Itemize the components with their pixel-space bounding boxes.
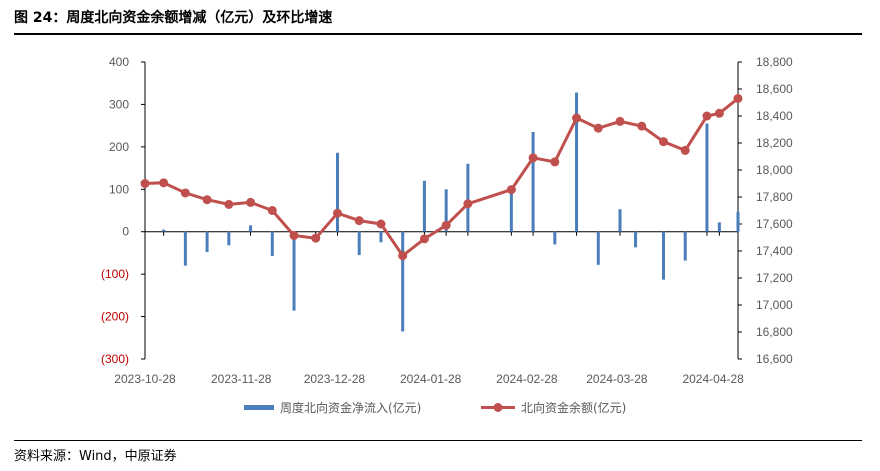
line-point [441, 220, 451, 230]
legend-line-marker [493, 403, 503, 412]
x-tick-label: 2023-10-28 [114, 372, 176, 386]
line-point [680, 145, 690, 155]
right-tick-label: 18,200 [756, 136, 793, 150]
title-rule [14, 33, 862, 35]
right-tick-label: 16,600 [756, 352, 793, 366]
line-point [463, 199, 473, 209]
bar [183, 231, 187, 266]
line-point [376, 219, 386, 229]
line-point [593, 123, 603, 133]
bar [661, 231, 665, 280]
x-tick-label: 2024-03-28 [586, 372, 648, 386]
x-tick-label: 2024-04-28 [682, 372, 744, 386]
left-tick-label: 0 [122, 225, 129, 239]
line-point [311, 233, 321, 243]
bar [249, 225, 253, 232]
bar [401, 231, 405, 332]
line-point [180, 188, 190, 198]
line-point [202, 195, 212, 205]
legend: 周度北向资金净流入(亿元) 北向资金余额(亿元) [244, 400, 626, 415]
bar [634, 231, 638, 248]
line-point [159, 178, 169, 188]
left-tick-label: 100 [109, 182, 129, 196]
left-axis: 400 300 200 100 0 (100) (200) (300) [101, 55, 146, 366]
right-tick-label: 18,600 [756, 82, 793, 96]
line-point [714, 108, 724, 118]
line-point [419, 234, 429, 244]
line-point [615, 116, 625, 126]
bar [379, 231, 383, 243]
bar [270, 231, 274, 256]
bar [683, 231, 687, 261]
line-point [658, 137, 668, 147]
line-point [702, 111, 712, 121]
bar-series [162, 92, 740, 332]
line-point [506, 185, 516, 195]
legend-bar-label: 周度北向资金净流入(亿元) [280, 400, 421, 415]
right-tick-label: 17,000 [756, 298, 793, 312]
line-point [246, 197, 256, 207]
bar [553, 231, 557, 245]
line-series [140, 93, 743, 261]
right-axis: 18,800 18,600 18,400 18,200 18,000 17,800 17,6… [737, 55, 793, 366]
bar [227, 231, 231, 246]
bar [162, 229, 166, 232]
bar [717, 222, 721, 232]
right-tick-label: 18,800 [756, 55, 793, 69]
right-tick-label: 17,200 [756, 271, 793, 285]
right-tick-label: 16,800 [756, 325, 793, 339]
x-tick-label: 2023-12-28 [304, 372, 366, 386]
bar [596, 231, 600, 265]
bar [292, 231, 296, 311]
bar [205, 231, 209, 253]
left-tick-label: 400 [109, 55, 129, 69]
bar [705, 123, 709, 232]
right-tick-label: 18,400 [756, 109, 793, 123]
bar [444, 189, 448, 232]
line-point [398, 251, 408, 261]
legend-bar-swatch [244, 405, 274, 410]
bar [531, 132, 535, 232]
line-point [267, 206, 277, 215]
line-point [332, 208, 342, 218]
right-tick-label: 17,600 [756, 217, 793, 231]
line-point [354, 216, 364, 226]
line-point [140, 179, 150, 188]
line-point [637, 121, 647, 131]
line-point [224, 199, 234, 209]
right-tick-label: 17,400 [756, 244, 793, 258]
right-tick-label: 18,000 [756, 163, 793, 177]
legend-line-label: 北向资金余额(亿元) [521, 400, 626, 415]
bar [618, 209, 622, 232]
figure-title: 图 24：周度北向资金余额增减（亿元）及环比增速 [14, 10, 333, 26]
left-tick-label: (100) [101, 267, 129, 281]
line-point [289, 230, 299, 240]
right-tick-label: 17,800 [756, 190, 793, 204]
x-tick-label: 2024-01-28 [400, 372, 462, 386]
line-point [733, 93, 743, 103]
left-tick-label: (200) [101, 310, 129, 324]
footer-rule [14, 440, 862, 441]
bar [509, 189, 513, 232]
bar [335, 152, 339, 232]
x-axis: 2023-10-28 2023-11-28 2023-12-28 2024-01-28… [114, 231, 744, 386]
bar [736, 211, 740, 232]
left-tick-label: 300 [109, 97, 129, 111]
bar [357, 231, 361, 256]
bar [466, 163, 470, 232]
bar [422, 180, 426, 232]
line-point [528, 153, 538, 163]
x-tick-label: 2024-02-28 [496, 372, 558, 386]
line-point [550, 157, 560, 167]
bar [575, 92, 579, 232]
line-path [144, 97, 739, 258]
x-tick-label: 2023-11-28 [211, 372, 272, 386]
left-tick-label: (300) [101, 352, 129, 366]
source-note: 资料来源：Wind，中原证券 [14, 449, 177, 464]
left-tick-label: 200 [109, 140, 129, 154]
line-point [572, 113, 582, 123]
